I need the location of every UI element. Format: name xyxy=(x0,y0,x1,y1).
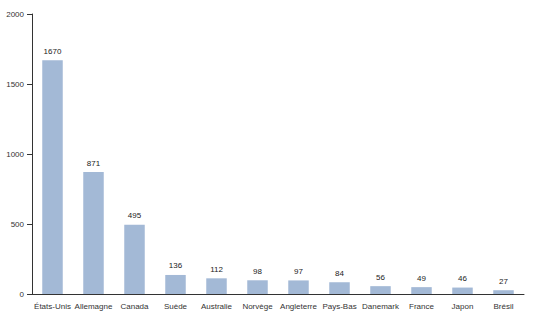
svg-text:97: 97 xyxy=(294,267,303,276)
svg-text:Danemark: Danemark xyxy=(362,302,400,311)
svg-text:Angleterre: Angleterre xyxy=(280,302,317,311)
svg-text:49: 49 xyxy=(417,274,426,283)
svg-text:98: 98 xyxy=(253,267,262,276)
svg-text:84: 84 xyxy=(335,269,344,278)
svg-text:Suède: Suède xyxy=(164,302,188,311)
svg-text:871: 871 xyxy=(87,159,101,168)
svg-text:46: 46 xyxy=(458,274,467,283)
svg-text:56: 56 xyxy=(376,273,385,282)
svg-text:Japon: Japon xyxy=(452,302,474,311)
svg-text:112: 112 xyxy=(210,265,223,274)
svg-text:États-Unis: États-Unis xyxy=(34,302,71,311)
svg-text:Canada: Canada xyxy=(120,302,149,311)
svg-text:27: 27 xyxy=(499,277,508,286)
svg-text:500: 500 xyxy=(11,220,25,229)
svg-text:Norvège: Norvège xyxy=(242,302,273,311)
svg-text:1000: 1000 xyxy=(6,150,24,159)
svg-text:136: 136 xyxy=(169,261,183,270)
svg-text:495: 495 xyxy=(128,211,142,220)
svg-text:0: 0 xyxy=(20,290,25,299)
svg-text:Brésil: Brésil xyxy=(493,302,513,311)
svg-text:Australie: Australie xyxy=(201,302,233,311)
svg-text:Pays-Bas: Pays-Bas xyxy=(322,302,356,311)
svg-text:1500: 1500 xyxy=(6,80,24,89)
svg-text:France: France xyxy=(409,302,434,311)
svg-text:Allemagne: Allemagne xyxy=(75,302,113,311)
svg-text:2000: 2000 xyxy=(6,10,24,19)
svg-text:1670: 1670 xyxy=(44,47,62,56)
